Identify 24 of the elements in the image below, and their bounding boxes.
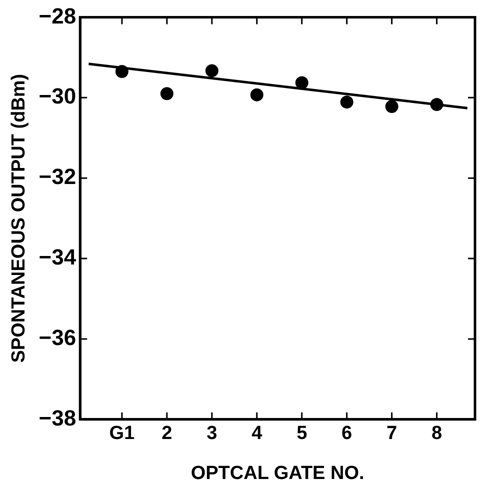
x-tick-label: 3 bbox=[206, 423, 218, 444]
x-tick-label: 6 bbox=[342, 423, 352, 444]
point bbox=[340, 96, 354, 109]
point bbox=[205, 64, 218, 78]
y-tick-label: −36 bbox=[38, 325, 76, 350]
point bbox=[250, 88, 264, 102]
y-tick-label: −30 bbox=[38, 84, 76, 109]
x-tick-label: 7 bbox=[386, 423, 398, 444]
x-tick-label: 2 bbox=[162, 423, 172, 444]
y-axis-title: SPONTANEOUS OUTPUT (dBm) bbox=[8, 74, 30, 363]
point bbox=[295, 76, 308, 90]
y-tick-label: −38 bbox=[38, 405, 76, 430]
y-tick-label: −34 bbox=[38, 244, 77, 270]
x-tick-label: 4 bbox=[252, 423, 263, 444]
point bbox=[160, 87, 174, 100]
y-tick-label: −32 bbox=[38, 164, 76, 190]
x-axis-title: OPTCAL GATE NO. bbox=[190, 462, 364, 484]
x-tick-label: 5 bbox=[296, 423, 308, 444]
point bbox=[115, 64, 128, 78]
point bbox=[385, 100, 398, 113]
point bbox=[430, 98, 444, 111]
x-tick-label: 8 bbox=[431, 423, 442, 444]
x-tick-label: G1 bbox=[109, 423, 136, 444]
y-tick-label: −28 bbox=[38, 3, 76, 28]
